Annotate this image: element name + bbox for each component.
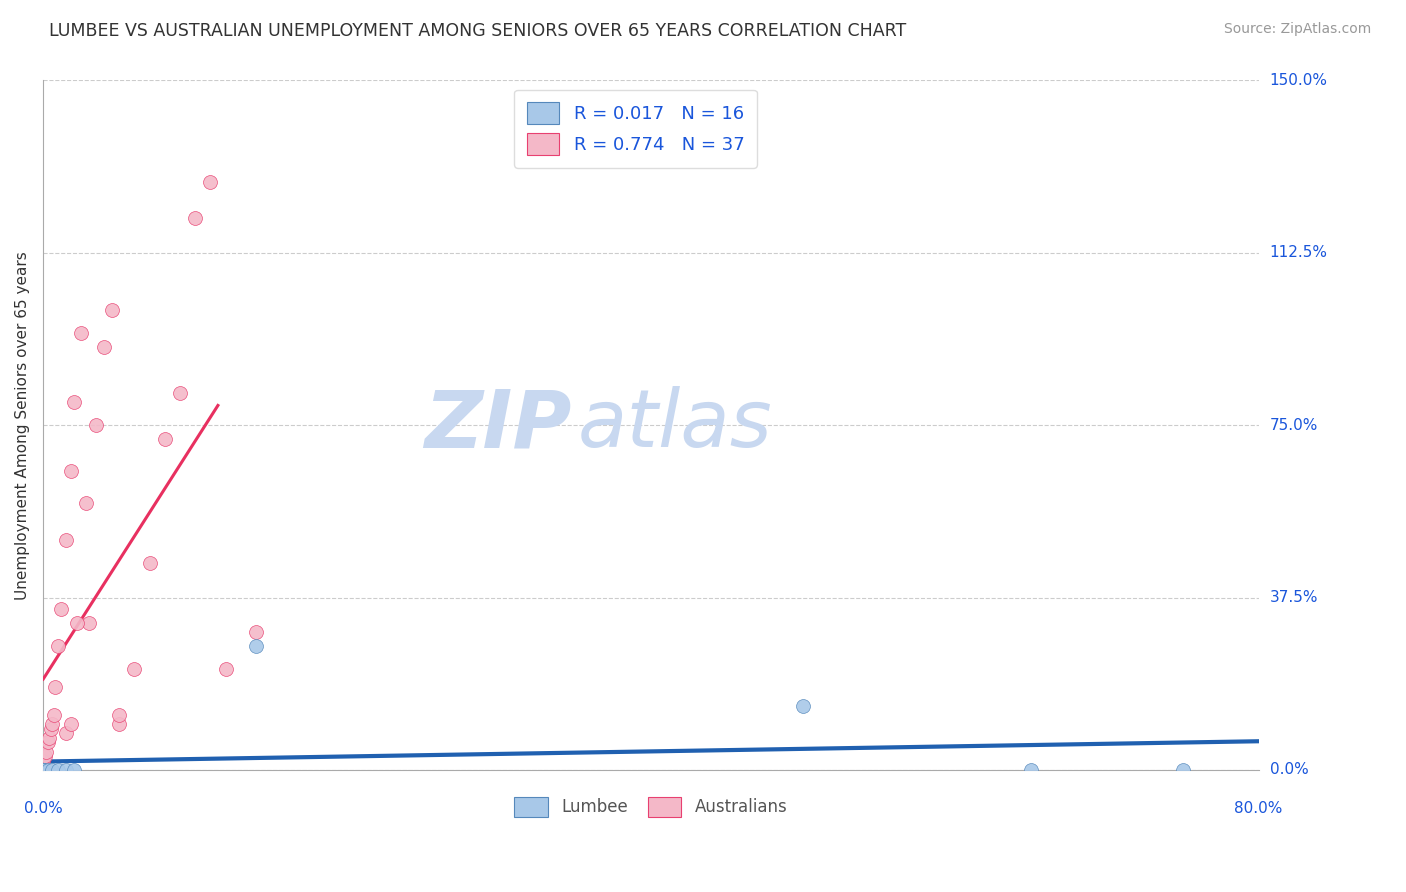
Text: 37.5%: 37.5%: [1270, 591, 1319, 605]
Point: [108, 717, 131, 731]
Point: [792, 698, 814, 713]
Point: [51, 602, 73, 616]
Point: [184, 211, 207, 226]
Point: [38, 731, 60, 745]
Text: Source: ZipAtlas.com: Source: ZipAtlas.com: [1223, 22, 1371, 37]
Point: [124, 662, 146, 676]
Point: [75, 496, 97, 510]
Point: [214, 662, 236, 676]
Text: 150.0%: 150.0%: [1270, 73, 1327, 88]
Text: 80.0%: 80.0%: [1234, 800, 1282, 815]
Legend: Lumbee, Australians: Lumbee, Australians: [508, 790, 794, 823]
Point: [245, 639, 267, 653]
Point: [35, 745, 58, 759]
Point: [70, 326, 93, 341]
Point: [41, 717, 63, 731]
Point: [41, 763, 63, 777]
Point: [1171, 763, 1194, 777]
Point: [1019, 763, 1042, 777]
Point: [32, 763, 55, 777]
Point: [245, 625, 267, 640]
Point: [48, 763, 70, 777]
Text: ZIP: ZIP: [425, 386, 572, 464]
Point: [39, 722, 62, 736]
Point: [153, 432, 176, 446]
Point: [32, 763, 55, 777]
Point: [65, 615, 87, 630]
Point: [169, 386, 191, 401]
Point: [59, 464, 82, 478]
Y-axis label: Unemployment Among Seniors over 65 years: Unemployment Among Seniors over 65 years: [15, 251, 30, 599]
Point: [32, 763, 55, 777]
Text: 75.0%: 75.0%: [1270, 417, 1317, 433]
Text: 0.0%: 0.0%: [1270, 763, 1309, 778]
Text: atlas: atlas: [578, 386, 773, 464]
Point: [200, 175, 222, 189]
Point: [55, 763, 77, 777]
Point: [32, 763, 55, 777]
Point: [86, 418, 108, 433]
Point: [62, 763, 84, 777]
Point: [32, 763, 55, 777]
Point: [32, 763, 55, 777]
Point: [138, 556, 160, 570]
Point: [44, 680, 66, 694]
Point: [37, 735, 59, 749]
Point: [108, 707, 131, 722]
Point: [55, 533, 77, 548]
Point: [32, 754, 55, 768]
Text: LUMBEE VS AUSTRALIAN UNEMPLOYMENT AMONG SENIORS OVER 65 YEARS CORRELATION CHART: LUMBEE VS AUSTRALIAN UNEMPLOYMENT AMONG …: [49, 22, 907, 40]
Point: [32, 763, 55, 777]
Point: [100, 303, 122, 318]
Point: [77, 615, 100, 630]
Point: [32, 763, 55, 777]
Point: [55, 726, 77, 740]
Text: 112.5%: 112.5%: [1270, 245, 1327, 260]
Point: [32, 763, 55, 777]
Point: [59, 717, 82, 731]
Point: [34, 749, 56, 764]
Point: [32, 763, 55, 777]
Text: 0.0%: 0.0%: [24, 800, 63, 815]
Point: [32, 763, 55, 777]
Point: [37, 763, 59, 777]
Point: [93, 340, 115, 354]
Point: [62, 395, 84, 409]
Point: [42, 707, 65, 722]
Point: [48, 639, 70, 653]
